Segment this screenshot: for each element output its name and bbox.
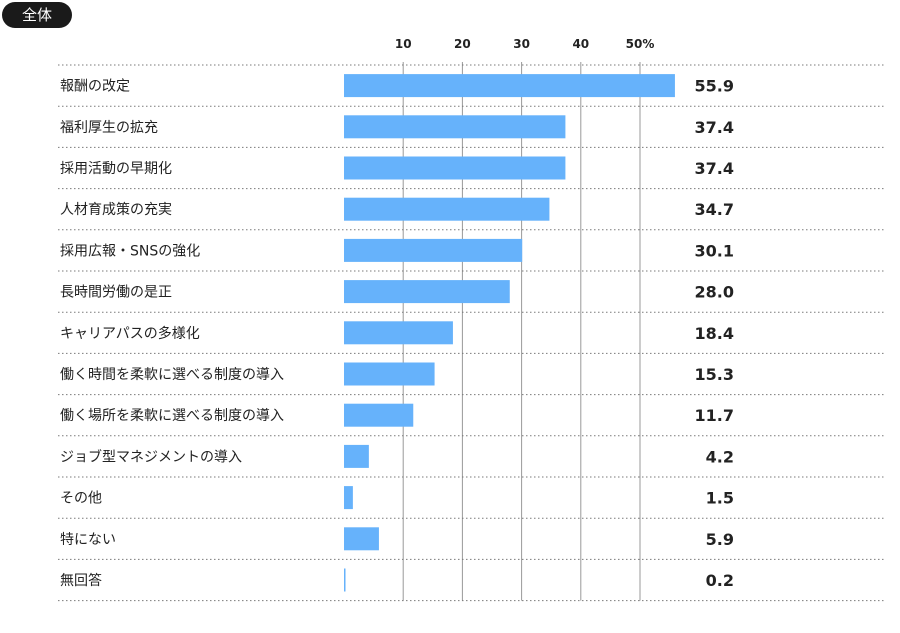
bar bbox=[344, 156, 566, 180]
x-tick-label: 20 bbox=[454, 37, 471, 51]
value-label: 34.7 bbox=[695, 200, 734, 219]
value-label: 5.9 bbox=[706, 530, 734, 549]
bar bbox=[344, 321, 453, 345]
category-label: 特にない bbox=[60, 532, 116, 548]
value-label: 15.3 bbox=[695, 365, 734, 384]
value-label: 37.4 bbox=[695, 159, 734, 178]
category-label: 長時間労働の是正 bbox=[60, 285, 172, 301]
value-label: 18.4 bbox=[695, 324, 734, 343]
bars bbox=[344, 74, 675, 592]
group-badge: 全体 bbox=[2, 2, 72, 28]
labels: 10 20 30 40 50% 報酬の改定 55.9 福利厚生の拡充 37.4 採用活動の早期化 3… bbox=[60, 37, 734, 590]
bar bbox=[344, 197, 550, 221]
category-label: 無回答 bbox=[60, 572, 102, 589]
category-label: 働く場所を柔軟に選べる制度の導入 bbox=[60, 408, 284, 424]
category-label: 採用広報・SNSの強化 bbox=[60, 243, 200, 259]
x-tick-label: 30 bbox=[513, 37, 530, 51]
value-label: 11.7 bbox=[695, 406, 734, 425]
category-label: 働く時間を柔軟に選べる制度の導入 bbox=[60, 367, 284, 383]
bar bbox=[344, 74, 675, 98]
bar bbox=[344, 238, 523, 262]
value-label: 37.4 bbox=[695, 118, 734, 137]
category-label: 採用活動の早期化 bbox=[60, 161, 172, 177]
value-label: 0.2 bbox=[706, 571, 734, 590]
x-tick-label: 40 bbox=[572, 37, 589, 51]
category-label: 報酬の改定 bbox=[60, 79, 130, 95]
value-label: 1.5 bbox=[706, 489, 734, 508]
value-label: 28.0 bbox=[695, 283, 734, 302]
bar bbox=[344, 280, 510, 304]
category-label: 人材育成策の充実 bbox=[60, 201, 172, 218]
value-label: 30.1 bbox=[695, 241, 734, 260]
x-tick-label: 50% bbox=[626, 37, 655, 51]
category-label: その他 bbox=[60, 491, 102, 507]
bar bbox=[344, 486, 353, 510]
category-label: ジョブ型マネジメントの導入 bbox=[60, 448, 242, 465]
value-label: 55.9 bbox=[695, 77, 734, 96]
bar bbox=[344, 362, 435, 386]
bar bbox=[344, 403, 414, 427]
category-label: キャリアパスの多様化 bbox=[60, 325, 200, 342]
bar bbox=[344, 527, 379, 551]
bar bbox=[344, 568, 346, 592]
value-label: 4.2 bbox=[706, 447, 734, 466]
bar bbox=[344, 444, 369, 468]
bar bbox=[344, 115, 566, 139]
x-tick-label: 10 bbox=[395, 37, 412, 51]
category-label: 福利厚生の拡充 bbox=[60, 120, 158, 136]
